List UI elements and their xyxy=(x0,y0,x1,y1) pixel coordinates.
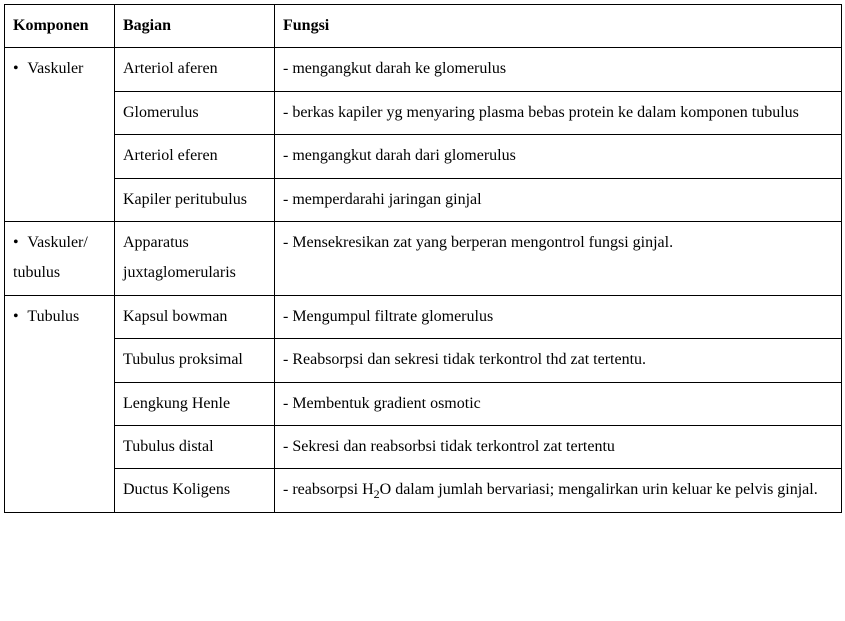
cell-komponen xyxy=(5,91,115,134)
table-header-row: Komponen Bagian Fungsi xyxy=(5,5,842,48)
table-row: •Vaskuler/ tubulusApparatus juxtaglomeru… xyxy=(5,221,842,295)
cell-bagian: Ductus Koligens xyxy=(115,469,275,512)
cell-komponen xyxy=(5,382,115,425)
cell-fungsi: - mengangkut darah dari glomerulus xyxy=(275,135,842,178)
komponen-label: Vaskuler xyxy=(27,60,83,77)
cell-bagian: Kapsul bowman xyxy=(115,295,275,338)
table-row: Kapiler peritubulus- memperdarahi jaring… xyxy=(5,178,842,221)
cell-bagian: Kapiler peritubulus xyxy=(115,178,275,221)
cell-fungsi: - Mensekresikan zat yang berperan mengon… xyxy=(275,221,842,295)
cell-komponen xyxy=(5,469,115,512)
cell-fungsi: - Reabsorpsi dan sekresi tidak terkontro… xyxy=(275,339,842,382)
cell-bagian: Arteriol eferen xyxy=(115,135,275,178)
col-header-komponen: Komponen xyxy=(5,5,115,48)
cell-fungsi: - berkas kapiler yg menyaring plasma beb… xyxy=(275,91,842,134)
cell-komponen: •Vaskuler xyxy=(5,48,115,91)
cell-komponen xyxy=(5,339,115,382)
bullet-icon: • xyxy=(13,302,27,332)
cell-bagian: Apparatus juxtaglomerularis xyxy=(115,221,275,295)
table-row: •TubulusKapsul bowman- Mengumpul filtrat… xyxy=(5,295,842,338)
bullet-icon: • xyxy=(13,54,27,84)
cell-komponen xyxy=(5,135,115,178)
cell-bagian: Tubulus proksimal xyxy=(115,339,275,382)
table-body: •VaskulerArteriol aferen- mengangkut dar… xyxy=(5,48,842,512)
table-row: •VaskulerArteriol aferen- mengangkut dar… xyxy=(5,48,842,91)
table-row: Arteriol eferen- mengangkut darah dari g… xyxy=(5,135,842,178)
col-header-bagian: Bagian xyxy=(115,5,275,48)
cell-fungsi: - Sekresi dan reabsorbsi tidak terkontro… xyxy=(275,425,842,468)
table-row: Ductus Koligens- reabsorpsi H2O dalam ju… xyxy=(5,469,842,512)
cell-fungsi: - mengangkut darah ke glomerulus xyxy=(275,48,842,91)
col-header-fungsi: Fungsi xyxy=(275,5,842,48)
table-row: Glomerulus- berkas kapiler yg menyaring … xyxy=(5,91,842,134)
cell-bagian: Glomerulus xyxy=(115,91,275,134)
cell-komponen: •Tubulus xyxy=(5,295,115,338)
nephron-table: Komponen Bagian Fungsi •VaskulerArteriol… xyxy=(4,4,842,513)
table-row: Lengkung Henle- Membentuk gradient osmot… xyxy=(5,382,842,425)
komponen-label: Tubulus xyxy=(27,308,79,325)
cell-bagian: Tubulus distal xyxy=(115,425,275,468)
cell-fungsi: - memperdarahi jaringan ginjal xyxy=(275,178,842,221)
bullet-icon: • xyxy=(13,228,27,258)
cell-komponen: •Vaskuler/ tubulus xyxy=(5,221,115,295)
cell-fungsi: - Membentuk gradient osmotic xyxy=(275,382,842,425)
cell-bagian: Lengkung Henle xyxy=(115,382,275,425)
cell-komponen xyxy=(5,425,115,468)
table-row: Tubulus distal- Sekresi dan reabsorbsi t… xyxy=(5,425,842,468)
cell-bagian: Arteriol aferen xyxy=(115,48,275,91)
cell-komponen xyxy=(5,178,115,221)
table-row: Tubulus proksimal- Reabsorpsi dan sekres… xyxy=(5,339,842,382)
cell-fungsi: - Mengumpul filtrate glomerulus xyxy=(275,295,842,338)
cell-fungsi: - reabsorpsi H2O dalam jumlah bervariasi… xyxy=(275,469,842,512)
